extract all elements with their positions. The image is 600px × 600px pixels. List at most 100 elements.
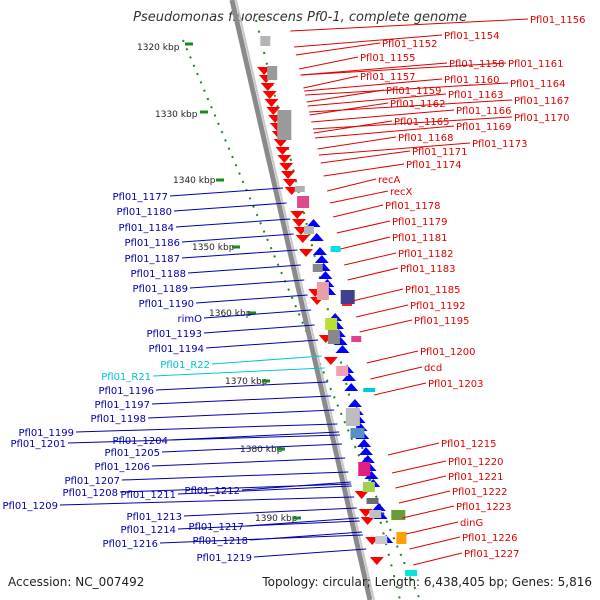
forward-gene-label: dinG bbox=[460, 518, 483, 529]
forward-label-leader bbox=[309, 102, 389, 116]
reverse-gene-arrow bbox=[335, 345, 350, 353]
forward-gene-label: Pfl01_1166 bbox=[456, 106, 512, 117]
reverse-label-leader bbox=[211, 355, 322, 365]
reverse-gene-arrow bbox=[364, 471, 379, 479]
forward-gene-arrow bbox=[354, 491, 369, 499]
forward-label-leader bbox=[405, 521, 459, 535]
forward-label-leader bbox=[373, 382, 427, 396]
gene-block bbox=[405, 570, 418, 576]
forward-gene-arrow bbox=[266, 107, 281, 115]
forward-gene-arrow bbox=[273, 139, 288, 147]
reverse-gene-arrow bbox=[344, 383, 359, 391]
reverse-label-leader bbox=[241, 481, 351, 491]
reverse-label-leader bbox=[59, 496, 355, 506]
reverse-gene-arrow bbox=[341, 373, 356, 381]
forward-gene-label: Pfl01_1182 bbox=[398, 249, 454, 260]
forward-gene-arrow bbox=[277, 155, 292, 163]
forward-gene-label: Pfl01_1195 bbox=[414, 316, 470, 327]
forward-gene-label: Pfl01_1168 bbox=[398, 133, 454, 144]
forward-label-leader bbox=[299, 56, 359, 70]
reverse-gene-label: Pfl01_1186 bbox=[124, 238, 180, 249]
reverse-gene-label: Pfl01_1187 bbox=[124, 254, 180, 265]
reverse-label-leader bbox=[169, 187, 284, 197]
forward-gene-arrow bbox=[264, 99, 279, 107]
forward-label-leader bbox=[327, 178, 377, 192]
forward-gene-label: Pfl01_1171 bbox=[412, 147, 468, 158]
forward-gene-label: Pfl01_1174 bbox=[406, 160, 462, 171]
gene-features bbox=[257, 36, 418, 576]
forward-gene-label: Pfl01_1181 bbox=[392, 233, 448, 244]
forward-label-leader bbox=[340, 236, 391, 250]
forward-gene-arrow bbox=[369, 557, 384, 565]
reverse-label-leader bbox=[181, 233, 294, 243]
forward-label-leader bbox=[306, 89, 385, 103]
forward-gene-label: Pfl01_1161 bbox=[508, 59, 564, 70]
gene-block bbox=[362, 482, 375, 492]
forward-gene-label: Pfl01_1152 bbox=[382, 39, 438, 50]
reverse-label-leader bbox=[195, 294, 308, 304]
forward-gene-arrow bbox=[295, 235, 310, 243]
reverse-label-leader bbox=[203, 324, 315, 334]
gene-block bbox=[375, 536, 388, 544]
gene-block bbox=[396, 532, 407, 544]
forward-label-leader bbox=[318, 142, 471, 156]
forward-label-leader bbox=[402, 505, 455, 519]
forward-gene-label: Pfl01_1185 bbox=[405, 285, 461, 296]
gene-block bbox=[345, 408, 360, 426]
reverse-label-leader bbox=[189, 279, 305, 289]
reverse-label-leader bbox=[181, 249, 298, 259]
gene-block bbox=[327, 330, 340, 344]
forward-gene-label: Pfl01_1158 bbox=[449, 59, 505, 70]
forward-gene-label: Pfl01_1169 bbox=[456, 122, 512, 133]
forward-gene-label: Pfl01_1226 bbox=[462, 533, 518, 544]
forward-label-leader bbox=[359, 319, 413, 333]
reverse-label-leader bbox=[151, 395, 331, 405]
reverse-gene-label: Pfl01_1196 bbox=[98, 386, 154, 397]
forward-gene-label: Pfl01_1203 bbox=[428, 379, 484, 390]
reverse-gene-label: Pfl01_1212 bbox=[184, 486, 240, 497]
rna-gene-label: Pfl01_R22 bbox=[160, 360, 210, 371]
forward-label-leader bbox=[344, 252, 397, 266]
forward-gene-label: Pfl01_1159 bbox=[386, 86, 442, 97]
reverse-gene-label: Pfl01_1193 bbox=[146, 329, 202, 340]
reverse-gene-arrow bbox=[318, 271, 333, 279]
forward-gene-label: Pfl01_1167 bbox=[514, 96, 570, 107]
gene-block bbox=[369, 510, 382, 518]
forward-gene-arrow bbox=[262, 91, 277, 99]
ruler-label-1390: 1390 kbp bbox=[255, 514, 298, 524]
forward-gene-label: Pfl01_1179 bbox=[392, 217, 448, 228]
ruler-label-1340: 1340 kbp bbox=[173, 176, 216, 186]
gene-block bbox=[363, 388, 376, 392]
forward-label-leader bbox=[336, 220, 391, 234]
reverse-gene-label: Pfl01_1204 bbox=[112, 436, 168, 447]
reverse-gene-label: Pfl01_1216 bbox=[102, 539, 158, 550]
reverse-gene-label: Pfl01_1211 bbox=[120, 490, 176, 501]
forward-gene-arrow bbox=[282, 179, 297, 187]
reverse-gene-label: Pfl01_1209 bbox=[2, 501, 58, 512]
reverse-gene-arrow bbox=[306, 219, 321, 227]
reverse-gene-label: Pfl01_1194 bbox=[148, 344, 204, 355]
forward-label-leader bbox=[370, 366, 423, 380]
reverse-gene-label: Pfl01_1218 bbox=[192, 536, 248, 547]
forward-label-leader bbox=[329, 190, 389, 204]
reverse-gene-label: Pfl01_1214 bbox=[120, 525, 176, 536]
genome-backbone bbox=[229, 0, 373, 600]
reverse-gene-arrow bbox=[312, 247, 327, 255]
reverse-label-leader bbox=[253, 548, 367, 558]
forward-gene-label: Pfl01_1178 bbox=[385, 201, 441, 212]
reverse-gene-label: Pfl01_1217 bbox=[188, 522, 244, 533]
forward-label-leader bbox=[387, 442, 440, 456]
reverse-gene-arrow bbox=[360, 455, 375, 463]
reverse-gene-label: Pfl01_1197 bbox=[94, 400, 150, 411]
reverse-gene-arrow bbox=[358, 447, 373, 455]
forward-label-leader bbox=[307, 93, 447, 107]
forward-label-leader bbox=[320, 150, 411, 164]
forward-gene-label: Pfl01_1160 bbox=[444, 75, 500, 86]
gene-block bbox=[350, 428, 365, 438]
forward-gene-arrow bbox=[281, 171, 296, 179]
forward-gene-arrow bbox=[279, 163, 294, 171]
forward-label-leader bbox=[366, 350, 419, 364]
forward-label-leader bbox=[314, 125, 455, 139]
gene-block bbox=[303, 226, 314, 234]
